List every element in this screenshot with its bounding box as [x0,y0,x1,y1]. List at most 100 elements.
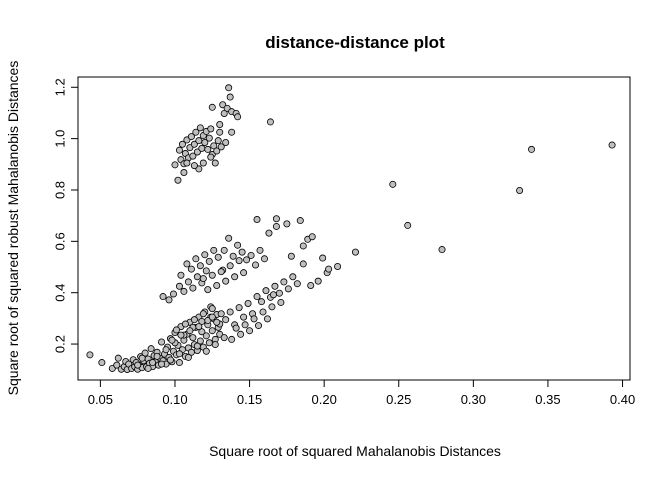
scatter-point [234,113,242,121]
scatter-point [184,353,192,361]
scatter-point [253,216,261,224]
scatter-point [208,305,216,313]
scatter-point [199,159,207,167]
scatter-point [240,269,248,277]
scatter-point [275,289,283,297]
scatter-point [184,278,192,286]
scatter-point [192,255,200,263]
scatter-point [175,146,183,154]
scatter-point [171,161,179,169]
y-axis: 0.2 0.4 0.6 0.8 1.0 1.2 [52,78,79,353]
scatter-point [308,233,316,241]
scatter-point [153,352,161,360]
scatter-point [217,143,225,151]
scatter-point [226,308,234,316]
scatter-point [178,140,186,148]
scatter-point [219,101,227,109]
scatter-point [220,109,228,117]
scatter-point [222,138,230,146]
y-tick-label: 0.6 [52,232,67,250]
scatter-point [195,323,203,331]
scatter-point [202,267,210,275]
scatter-point [240,313,248,321]
y-tick-label: 0.4 [52,284,67,302]
scatter-point [187,265,195,273]
scatter-point [190,162,198,170]
scatter-point [225,84,233,92]
scatter-point [199,310,207,318]
scatter-point [351,248,359,256]
scatter-point [158,360,166,368]
scatter-point [186,327,194,335]
scatter-point [258,298,266,306]
scatter-point [235,304,243,312]
scatter-point [319,254,327,262]
scatter-point [247,251,255,259]
scatter-point [172,326,180,334]
scatter-point [222,277,230,285]
scatter-point [296,217,304,225]
scatter-point [202,332,210,340]
x-tick-label: 0.35 [535,392,560,407]
scatter-point [280,278,288,286]
scatter-point [287,252,295,260]
scatter-point [201,138,209,146]
scatter-point [210,142,218,150]
scatter-point [272,222,280,230]
scatter-point [149,359,157,367]
y-tick-label: 0.8 [52,181,67,199]
scatter-point [175,282,183,290]
scatter-point [180,287,188,295]
scatter-point [159,293,167,301]
scatter-point [205,134,213,142]
scatter-point [271,282,279,290]
scatter-point [299,242,307,250]
y-tick-label: 1.0 [52,130,67,148]
scatter-point [208,327,216,335]
scatter-point [213,318,221,326]
chart-title: distance-distance plot [265,33,445,52]
x-axis-label: Square root of squared Mahalanobis Dista… [209,443,501,459]
scatter-point [283,220,291,228]
scatter-point [516,186,524,194]
scatter-point [193,148,201,156]
scatter-point [180,169,188,177]
scatter-point [220,334,228,342]
scatter-point [162,346,170,354]
scatter-point [204,286,212,294]
scatter-point [204,145,212,153]
x-axis: 0.05 0.10 0.15 0.20 0.25 0.30 0.35 0.40 [88,379,635,407]
scatter-point [289,273,297,281]
scatter-point [241,321,249,329]
scatter-point [260,255,268,263]
scatter-point [195,137,203,145]
scatter-point [147,345,155,353]
scatter-point [211,341,219,349]
scatter-point [238,248,246,256]
scatter-point [208,103,216,111]
scatter-point [268,303,276,311]
scatter-point [250,315,258,323]
scatter-point [144,364,152,372]
scatter-point [389,180,397,188]
scatter-point [226,262,234,270]
scatter-point [243,256,251,264]
y-tick-label: 0.2 [52,335,67,353]
scatter-point [168,336,176,344]
scatter-point [217,268,225,276]
scatter-point [217,310,225,318]
scatter-point [259,308,267,316]
scatter-point [190,316,198,324]
scatter-point [175,359,183,367]
scatter-point [190,140,198,148]
scatter-point [181,320,189,328]
scatter-point [86,351,94,359]
scatter-point [293,280,301,288]
scatter-point [213,147,221,155]
scatter-point [165,296,173,304]
y-tick-label: 1.2 [52,78,67,96]
scatter-point [189,152,197,160]
scatter-point [229,252,237,260]
x-tick-label: 0.10 [162,392,187,407]
scatter-point [174,176,182,184]
